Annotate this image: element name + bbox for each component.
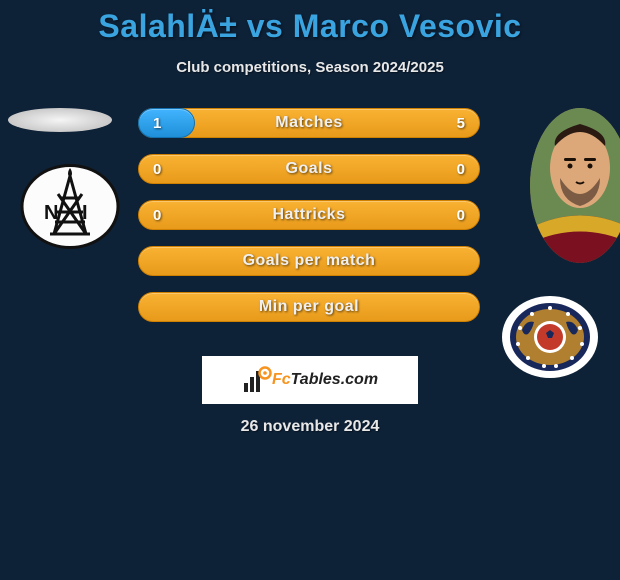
stat-label: Matches <box>139 109 479 137</box>
attribution-text: FcTables.com <box>272 371 378 389</box>
svg-text:I: I <box>82 202 88 224</box>
left-player-placeholder-icon <box>8 108 112 132</box>
attribution-prefix: Fc <box>272 371 291 388</box>
stat-label: Goals <box>139 155 479 183</box>
stat-bar: 15Matches <box>138 108 480 138</box>
stat-label: Goals per match <box>139 247 479 275</box>
stat-bar: Goals per match <box>138 246 480 276</box>
attribution-box[interactable]: FcTables.com <box>202 356 418 404</box>
stat-label: Min per goal <box>139 293 479 321</box>
stat-bars: 15Matches 00Goals 00Hattricks Goals per mat… <box>138 108 480 322</box>
stat-label: Hattricks <box>139 201 479 229</box>
footer-date: 26 november 2024 <box>0 418 620 436</box>
page-title: SalahlÄ± vs Marco Vesovic <box>0 8 620 45</box>
fctables-logo-icon <box>242 365 272 395</box>
comparison-panel: N I <box>0 108 620 322</box>
stat-bar: 00Goals <box>138 154 480 184</box>
stat-bar: Min per goal <box>138 292 480 322</box>
attribution-rest: Tables.com <box>291 371 378 388</box>
header: SalahlÄ± vs Marco Vesovic Club competiti… <box>0 0 620 76</box>
right-club-badge-icon <box>500 294 600 380</box>
stat-bar: 00Hattricks <box>138 200 480 230</box>
svg-text:N: N <box>44 202 58 224</box>
left-club-badge-icon: N I <box>20 164 120 249</box>
right-player-photo-icon <box>530 108 620 263</box>
page-subtitle: Club competitions, Season 2024/2025 <box>0 59 620 76</box>
